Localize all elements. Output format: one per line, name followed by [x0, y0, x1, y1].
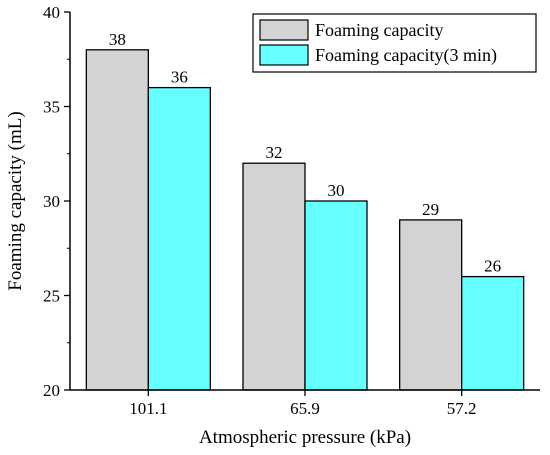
y-tick-label: 40	[43, 3, 60, 22]
data-label: 26	[484, 257, 501, 276]
x-tick-label: 101.1	[129, 399, 167, 418]
legend-label: Foaming capacity	[315, 20, 443, 40]
data-label: 38	[109, 30, 126, 49]
legend-swatch	[259, 44, 309, 66]
data-label: 30	[328, 181, 345, 200]
axes: 101.1 65.9 57.2 20 25 30 35 40	[43, 3, 540, 418]
y-tick-label: 20	[43, 381, 60, 400]
bar	[399, 219, 463, 391]
bar	[461, 275, 525, 391]
legend-label: Foaming capacity(3 min)	[315, 45, 497, 66]
x-axis-title: Atmospheric pressure (kPa)	[199, 427, 411, 448]
bar	[147, 86, 211, 391]
y-tick-label: 30	[43, 192, 60, 211]
x-tick-label: 57.2	[447, 399, 477, 418]
bar	[85, 49, 149, 391]
bar	[304, 200, 368, 391]
legend-swatch	[259, 19, 309, 41]
x-tick-label: 65.9	[290, 399, 320, 418]
legend: Foaming capacity Foaming capacity(3 min)	[252, 13, 537, 73]
y-tick-label: 35	[43, 98, 60, 117]
plot-area: 38 36 32 30 29 26	[85, 30, 525, 391]
bar	[242, 162, 306, 391]
data-label: 36	[171, 68, 188, 87]
y-axis-title: Foaming capacity (mL)	[5, 111, 26, 290]
data-label: 29	[422, 200, 439, 219]
y-tick-label: 25	[43, 287, 60, 306]
data-label: 32	[266, 143, 283, 162]
